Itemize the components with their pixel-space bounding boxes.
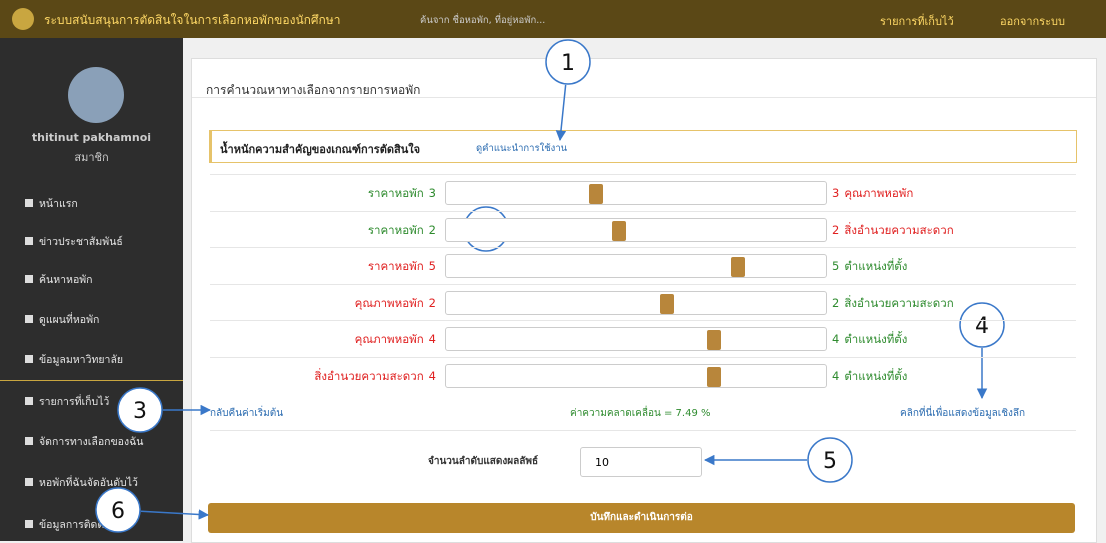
left-value: 4 bbox=[429, 332, 436, 346]
right-value: 5 bbox=[832, 259, 839, 273]
right-value: 3 bbox=[832, 186, 839, 200]
callout-number: 1 bbox=[561, 51, 575, 76]
right-criterion: 4 ตำแหน่งที่ตั้ง bbox=[832, 331, 907, 349]
right-value: 2 bbox=[832, 223, 839, 237]
slider-track[interactable] bbox=[445, 181, 827, 205]
slider-thumb[interactable] bbox=[731, 257, 745, 277]
left-value: 2 bbox=[429, 296, 436, 310]
left-value: 5 bbox=[429, 259, 436, 273]
slider-track[interactable] bbox=[445, 254, 827, 278]
left-name: ราคาหอพัก bbox=[368, 186, 424, 200]
slider-row: คุณภาพหอพัก 2 2 สิ่งอำนวยความสะดวก bbox=[210, 284, 1076, 321]
slider-track[interactable] bbox=[445, 291, 827, 315]
right-criterion: 2 สิ่งอำนวยความสะดวก bbox=[832, 222, 954, 240]
slider-track[interactable] bbox=[445, 364, 827, 388]
right-criterion: 4 ตำแหน่งที่ตั้ง bbox=[832, 368, 907, 386]
page: ระบบสนับสนุนการตัดสินใจในการเลือกหอพักขอ… bbox=[0, 0, 1106, 541]
slider-thumb[interactable] bbox=[589, 184, 603, 204]
callout-arrow bbox=[141, 511, 208, 515]
left-name: ราคาหอพัก bbox=[368, 259, 424, 273]
left-criterion: ราคาหอพัก 5 bbox=[368, 258, 436, 276]
left-name: สิ่งอำนวยความสะดวก bbox=[314, 369, 423, 383]
right-name: สิ่งอำนวยความสะดวก bbox=[844, 296, 953, 310]
left-criterion: ราคาหอพัก 2 bbox=[368, 222, 436, 240]
slider-row: ราคาหอพัก 5 5 ตำแหน่งที่ตั้ง bbox=[210, 247, 1076, 284]
callout-number: 5 bbox=[823, 449, 837, 474]
right-criterion: 3 คุณภาพหอพัก bbox=[832, 185, 913, 203]
left-value: 3 bbox=[429, 186, 436, 200]
slider-track[interactable] bbox=[445, 218, 827, 242]
slider-row: สิ่งอำนวยความสะดวก 4 4 ตำแหน่งที่ตั้ง bbox=[210, 357, 1076, 394]
left-criterion: สิ่งอำนวยความสะดวก 4 bbox=[314, 368, 436, 386]
left-value: 4 bbox=[429, 369, 436, 383]
callout-arrow bbox=[560, 85, 566, 140]
slider-thumb[interactable] bbox=[612, 221, 626, 241]
right-value: 2 bbox=[832, 296, 839, 310]
slider-track[interactable] bbox=[445, 327, 827, 351]
right-name: ตำแหน่งที่ตั้ง bbox=[844, 332, 907, 346]
right-value: 4 bbox=[832, 332, 839, 346]
left-value: 2 bbox=[429, 223, 436, 237]
callout-number: 6 bbox=[111, 499, 125, 524]
right-name: ตำแหน่งที่ตั้ง bbox=[844, 259, 907, 273]
right-criterion: 5 ตำแหน่งที่ตั้ง bbox=[832, 258, 907, 276]
slider-thumb[interactable] bbox=[707, 367, 721, 387]
callout-number: 3 bbox=[133, 399, 147, 424]
slider-row: คุณภาพหอพัก 4 4 ตำแหน่งที่ตั้ง bbox=[210, 320, 1076, 357]
slider-row: ราคาหอพัก 3 3 คุณภาพหอพัก bbox=[210, 174, 1076, 211]
left-criterion: คุณภาพหอพัก 2 bbox=[355, 295, 436, 313]
left-name: คุณภาพหอพัก bbox=[355, 332, 424, 346]
right-name: คุณภาพหอพัก bbox=[844, 186, 913, 200]
right-value: 4 bbox=[832, 369, 839, 383]
slider-thumb[interactable] bbox=[707, 330, 721, 350]
left-name: คุณภาพหอพัก bbox=[355, 296, 424, 310]
right-criterion: 2 สิ่งอำนวยความสะดวก bbox=[832, 295, 954, 313]
left-criterion: ราคาหอพัก 3 bbox=[368, 185, 436, 203]
left-criterion: คุณภาพหอพัก 4 bbox=[355, 331, 436, 349]
slider-row: ราคาหอพัก 2 2 สิ่งอำนวยความสะดวก bbox=[210, 211, 1076, 248]
right-name: สิ่งอำนวยความสะดวก bbox=[844, 223, 953, 237]
slider-thumb[interactable] bbox=[660, 294, 674, 314]
right-name: ตำแหน่งที่ตั้ง bbox=[844, 369, 907, 383]
left-name: ราคาหอพัก bbox=[368, 223, 424, 237]
